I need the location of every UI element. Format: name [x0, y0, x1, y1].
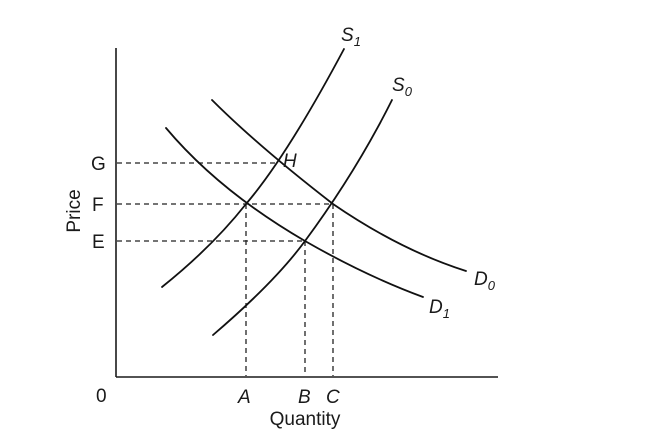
- price-tick-g: G: [91, 154, 106, 175]
- supply-curve-s1: [161, 48, 345, 288]
- point-h-label: H: [283, 151, 297, 172]
- origin-label: 0: [96, 386, 107, 407]
- supply-curve-s0-label: S0: [392, 75, 413, 99]
- price-tick-f: F: [92, 195, 104, 216]
- price-tick-e: E: [92, 232, 105, 253]
- quantity-tick-b: B: [298, 387, 311, 408]
- quantity-tick-c: C: [326, 387, 340, 408]
- demand-curve-d1-label: D1: [429, 297, 450, 321]
- supply-curve-s1-label: S1: [341, 25, 361, 49]
- quantity-tick-a: A: [237, 387, 251, 408]
- demand-curve-d0-label: D0: [474, 269, 496, 293]
- supply-curve-s0: [212, 99, 393, 336]
- price-axis-title: Price: [64, 189, 85, 232]
- demand-curve-d0: [211, 99, 467, 272]
- quantity-axis-title: Quantity: [270, 409, 341, 430]
